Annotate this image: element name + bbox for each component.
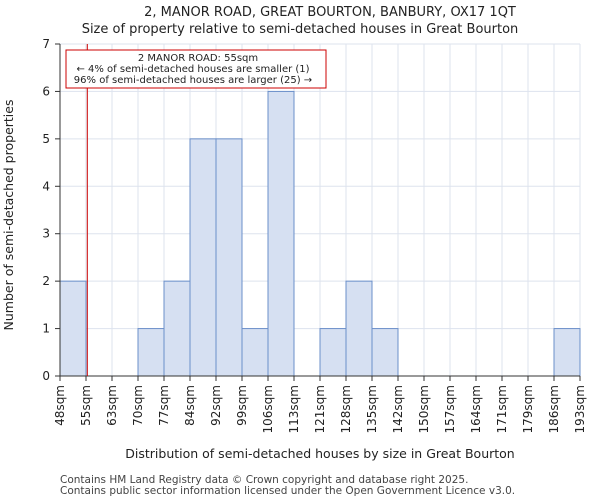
- y-axis-label: Number of semi-detached properties: [1, 100, 16, 331]
- x-tick-label: 157sqm: [443, 385, 457, 433]
- x-tick-label: 128sqm: [339, 385, 353, 433]
- x-tick-label: 99sqm: [235, 385, 249, 426]
- x-axis-label: Distribution of semi-detached houses by …: [125, 446, 514, 461]
- x-tick-labels: 48sqm 55sqm 63sqm 70sqm 77sqm 84sqm 92sqm 99sqm…: [53, 376, 587, 433]
- y-tick-label: 3: [42, 227, 50, 241]
- annotation-line-1: 2 MANOR ROAD: 55sqm: [138, 53, 258, 64]
- y-tick-labels: 0 1 2 3 4 5 6 7: [42, 37, 60, 383]
- annotation-line-3: 96% of semi-detached houses are larger (…: [74, 75, 312, 86]
- y-tick-label: 2: [42, 274, 50, 288]
- bar-84sqm: [189, 138, 217, 377]
- x-tick-label: 142sqm: [391, 385, 405, 433]
- chart-subtitle: Size of property relative to semi-detach…: [82, 22, 519, 37]
- y-tick-label: 5: [42, 132, 50, 146]
- bars: [59, 90, 581, 377]
- grid-lines: [59, 43, 581, 377]
- property-annotation: 2 MANOR ROAD: 55sqm ← 4% of semi-detache…: [65, 49, 327, 89]
- x-tick-label: 164sqm: [469, 385, 483, 433]
- x-tick-label: 186sqm: [547, 385, 561, 433]
- x-tick-label: 121sqm: [313, 385, 327, 433]
- y-tick-label: 1: [42, 322, 50, 336]
- bar-48sqm: [59, 280, 87, 377]
- footer-copyright: Contains HM Land Registry data © Crown c…: [60, 474, 469, 486]
- bar-128sqm: [345, 280, 373, 377]
- x-tick-label: 92sqm: [209, 385, 223, 426]
- y-tick-label: 0: [42, 369, 50, 383]
- bar-77sqm: [163, 280, 191, 377]
- bar-121sqm: [319, 328, 347, 377]
- bar-70sqm: [137, 328, 165, 377]
- bar-92sqm: [215, 138, 243, 377]
- x-tick-label: 48sqm: [53, 385, 67, 426]
- y-tick-label: 7: [42, 37, 50, 51]
- x-tick-label: 193sqm: [573, 385, 587, 433]
- annotation-box: [65, 49, 327, 89]
- x-tick-label: 84sqm: [183, 385, 197, 426]
- x-tick-label: 179sqm: [521, 385, 535, 433]
- x-tick-label: 70sqm: [131, 385, 145, 426]
- x-tick-label: 55sqm: [79, 385, 93, 426]
- bar-186sqm: [553, 328, 581, 377]
- x-tick-label: 135sqm: [365, 385, 379, 433]
- chart-title: 2, MANOR ROAD, GREAT BOURTON, BANBURY, O…: [144, 5, 516, 20]
- footer-licence: Contains public sector information licen…: [60, 485, 516, 497]
- x-tick-label: 77sqm: [157, 385, 171, 426]
- y-tick-label: 6: [42, 84, 50, 98]
- bar-135sqm: [371, 328, 399, 377]
- bar-106sqm: [267, 90, 295, 377]
- x-tick-label: 150sqm: [417, 385, 431, 433]
- x-tick-label: 63sqm: [105, 385, 119, 426]
- y-tick-label: 4: [42, 179, 50, 193]
- x-tick-label: 113sqm: [287, 385, 301, 433]
- bar-99sqm: [241, 328, 269, 377]
- annotation-line-2: ← 4% of semi-detached houses are smaller…: [76, 64, 309, 75]
- x-tick-label: 106sqm: [261, 385, 275, 433]
- x-tick-label: 171sqm: [495, 385, 509, 433]
